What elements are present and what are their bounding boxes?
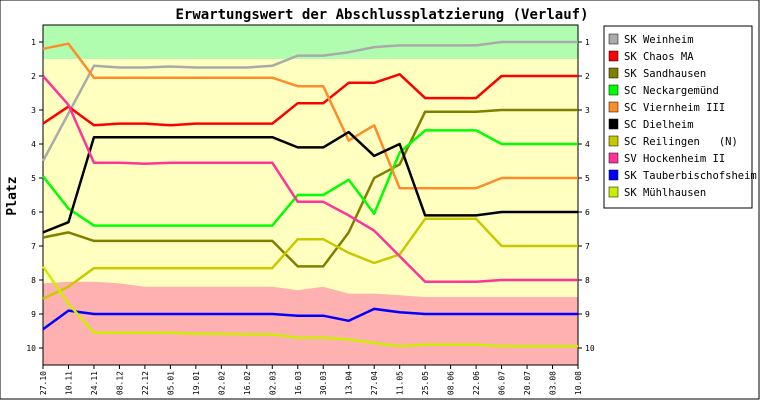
y-tick-label-right: 2 bbox=[585, 72, 590, 81]
legend: SK Weinheim SK Chaos MA SK Sandhausen SC Ne… bbox=[603, 25, 757, 209]
legend-label: SC Reilingen (N) bbox=[624, 136, 738, 148]
x-tick-label: 24.11 bbox=[90, 371, 99, 395]
y-tick-label-left: 8 bbox=[31, 276, 36, 285]
x-tick-label: 16.03 bbox=[294, 371, 303, 395]
y-tick-label-right: 3 bbox=[585, 106, 590, 115]
legend-label: SK Chaos MA bbox=[624, 51, 694, 63]
series-line-1 bbox=[41, 40, 578, 162]
legend-swatch bbox=[608, 84, 619, 96]
y-tick-label-left: 4 bbox=[31, 140, 36, 149]
x-tick-label: 13.04 bbox=[345, 371, 354, 395]
legend-label: SK Mühlhausen bbox=[624, 187, 706, 199]
series-line-7 bbox=[42, 217, 578, 300]
x-tick-label: 25.05 bbox=[421, 371, 430, 395]
x-tick-label: 03.08 bbox=[549, 371, 558, 395]
x-tick-label: 10.11 bbox=[64, 371, 73, 395]
x-tick-label: 08.06 bbox=[447, 371, 456, 395]
x-tick-label: 27.04 bbox=[370, 371, 379, 395]
y-tick-label-left: 1 bbox=[31, 38, 36, 47]
y-tick-label-right: 10 bbox=[585, 344, 595, 353]
y-tick-label-left: 9 bbox=[31, 310, 36, 319]
plot-frame bbox=[42, 24, 579, 366]
zone-promotion bbox=[43, 25, 578, 59]
series-line-3 bbox=[42, 108, 578, 268]
legend-swatch bbox=[608, 186, 619, 198]
legend-swatch bbox=[608, 169, 619, 181]
x-tick-label: 02.03 bbox=[268, 371, 277, 395]
legend-label: SK Weinheim bbox=[624, 34, 694, 46]
y-tick-label-left: 7 bbox=[31, 242, 36, 251]
y-tick-label-left: 6 bbox=[31, 208, 36, 217]
series-line-10 bbox=[41, 265, 578, 348]
x-tick-label: 11.05 bbox=[396, 371, 405, 395]
legend-swatch bbox=[608, 152, 619, 164]
chart-title: Erwartungswert der Abschlussplatzierung … bbox=[175, 7, 588, 23]
x-tick-label: 06.07 bbox=[498, 371, 507, 395]
y-tick-label-left: 5 bbox=[31, 174, 36, 183]
series-line-6 bbox=[42, 130, 578, 234]
x-tick-label: 20.07 bbox=[523, 371, 532, 395]
series-line-8 bbox=[42, 75, 578, 283]
legend-label: SC Viernheim III bbox=[624, 102, 725, 114]
legend-label: SC Neckargemünd bbox=[624, 85, 719, 97]
legend-swatch bbox=[608, 135, 619, 147]
y-tick-label-left: 3 bbox=[31, 106, 36, 115]
legend-box bbox=[603, 25, 753, 209]
x-tick-label: 30.03 bbox=[319, 371, 328, 395]
legend-swatch bbox=[608, 33, 619, 45]
y-tick-label-right: 1 bbox=[585, 38, 590, 47]
y-tick-label-right: 9 bbox=[585, 310, 590, 319]
x-tick-label: 05.01 bbox=[166, 371, 175, 395]
series-line-5 bbox=[42, 42, 578, 190]
y-tick-label-right: 7 bbox=[585, 242, 590, 251]
legend-swatch bbox=[608, 50, 619, 62]
x-tick-label: 27.10 bbox=[39, 371, 48, 395]
series-line-4 bbox=[42, 129, 578, 227]
series-line-9 bbox=[42, 307, 578, 331]
legend-swatch bbox=[608, 67, 619, 79]
x-tick-label: 10.08 bbox=[574, 371, 583, 395]
x-tick-label: 22.12 bbox=[141, 371, 150, 395]
y-tick-label-left: 2 bbox=[31, 72, 36, 81]
legend-label: SK Sandhausen bbox=[624, 68, 706, 80]
y-tick-label-right: 4 bbox=[585, 140, 590, 149]
y-tick-label-left: 10 bbox=[26, 344, 36, 353]
series-line-2 bbox=[42, 73, 578, 127]
legend-label: SC Dielheim bbox=[624, 119, 694, 131]
legend-swatch bbox=[608, 118, 619, 130]
y-axis-label: Platz bbox=[5, 176, 20, 215]
x-tick-label: 16.02 bbox=[243, 371, 252, 395]
x-tick-label: 22.06 bbox=[472, 371, 481, 395]
x-tick-label: 02.02 bbox=[217, 371, 226, 395]
y-tick-label-right: 6 bbox=[585, 208, 590, 217]
legend-swatch bbox=[608, 101, 619, 113]
x-tick-label: 08.12 bbox=[115, 371, 124, 395]
legend-label: SV Hockenheim II bbox=[624, 153, 725, 165]
plot-area: 1 1 2 2 3 3 4 4 5 5 6 6 7 7 8 8 9 9 10 10 27.10 10.11 24.11 08.… bbox=[26, 24, 595, 395]
legend-label: SK Tauberbischofsheim bbox=[624, 170, 757, 182]
x-tick-label: 19.01 bbox=[192, 371, 201, 395]
y-tick-label-right: 5 bbox=[585, 174, 590, 183]
y-tick-label-right: 8 bbox=[585, 276, 590, 285]
